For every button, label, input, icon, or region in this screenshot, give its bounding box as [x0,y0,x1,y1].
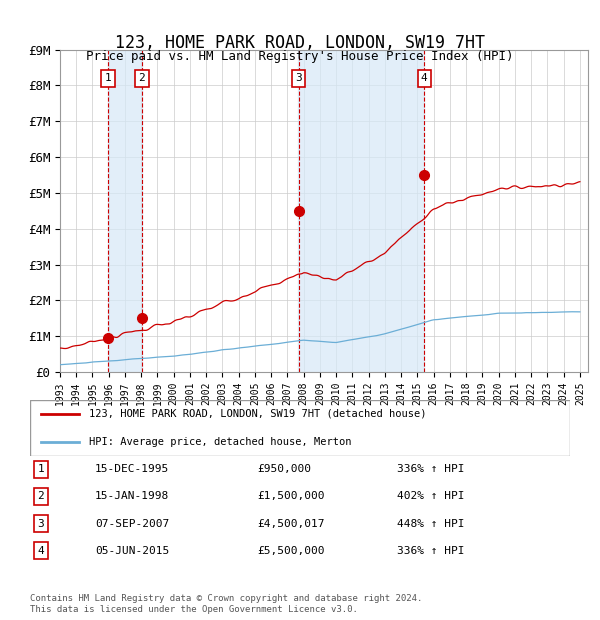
Text: 123, HOME PARK ROAD, LONDON, SW19 7HT (detached house): 123, HOME PARK ROAD, LONDON, SW19 7HT (d… [89,409,427,419]
Text: 07-SEP-2007: 07-SEP-2007 [95,518,169,528]
Text: 15-DEC-1995: 15-DEC-1995 [95,464,169,474]
Text: Contains HM Land Registry data © Crown copyright and database right 2024.
This d: Contains HM Land Registry data © Crown c… [30,595,422,614]
Text: 123, HOME PARK ROAD, LONDON, SW19 7HT: 123, HOME PARK ROAD, LONDON, SW19 7HT [115,34,485,52]
Text: £1,500,000: £1,500,000 [257,492,324,502]
Text: 4: 4 [421,73,428,83]
Text: 402% ↑ HPI: 402% ↑ HPI [397,492,465,502]
Text: 2: 2 [139,73,145,83]
Bar [298,50,424,372]
Text: 3: 3 [295,73,302,83]
Text: £950,000: £950,000 [257,464,311,474]
Text: HPI: Average price, detached house, Merton: HPI: Average price, detached house, Mert… [89,436,352,447]
Text: 1: 1 [37,464,44,474]
Text: 1: 1 [104,73,112,83]
Text: 15-JAN-1998: 15-JAN-1998 [95,492,169,502]
Text: 336% ↑ HPI: 336% ↑ HPI [397,546,465,556]
Text: 336% ↑ HPI: 336% ↑ HPI [397,464,465,474]
Text: 3: 3 [37,518,44,528]
Text: Price paid vs. HM Land Registry's House Price Index (HPI): Price paid vs. HM Land Registry's House … [86,50,514,63]
Text: 448% ↑ HPI: 448% ↑ HPI [397,518,465,528]
Text: £4,500,017: £4,500,017 [257,518,324,528]
Text: 4: 4 [37,546,44,556]
Text: 2: 2 [37,492,44,502]
Bar [60,50,108,372]
Text: 05-JUN-2015: 05-JUN-2015 [95,546,169,556]
Text: £5,500,000: £5,500,000 [257,546,324,556]
Bar [108,50,142,372]
